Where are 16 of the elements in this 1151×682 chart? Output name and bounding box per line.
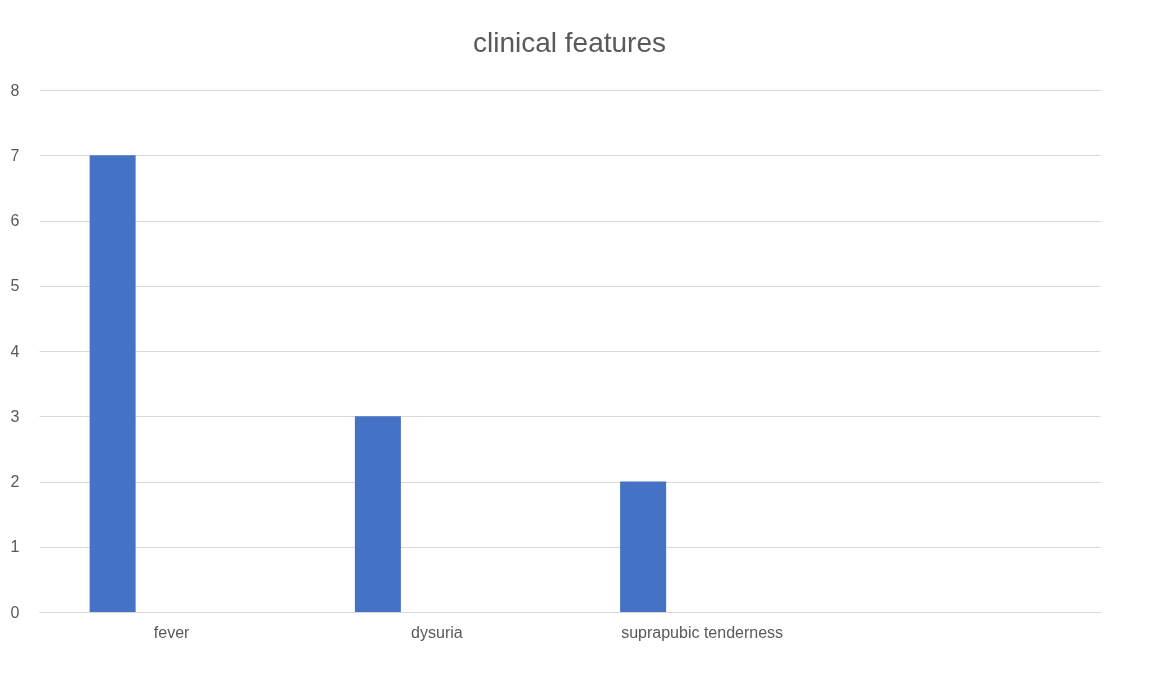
y-tick-label: 5: [10, 277, 20, 295]
y-tick-label: 2: [10, 473, 20, 490]
y-tick-label: 1: [10, 538, 20, 556]
y-tick-label: 3: [10, 407, 20, 425]
bar: [620, 481, 667, 612]
y-tick-label: 0: [10, 603, 20, 621]
x-tick-label: dysuria: [411, 623, 463, 641]
bar: [354, 416, 401, 612]
x-tick-label: fever: [153, 623, 191, 641]
y-tick-label: 7: [10, 146, 20, 164]
y-tick-label: 6: [10, 212, 20, 229]
y-tick-label: 4: [10, 342, 20, 360]
y-tick-label: 8: [10, 81, 20, 99]
bar: [89, 155, 136, 612]
x-tick-label: suprapubic tenderness: [621, 623, 784, 641]
chart-title: clinical features: [473, 27, 666, 58]
